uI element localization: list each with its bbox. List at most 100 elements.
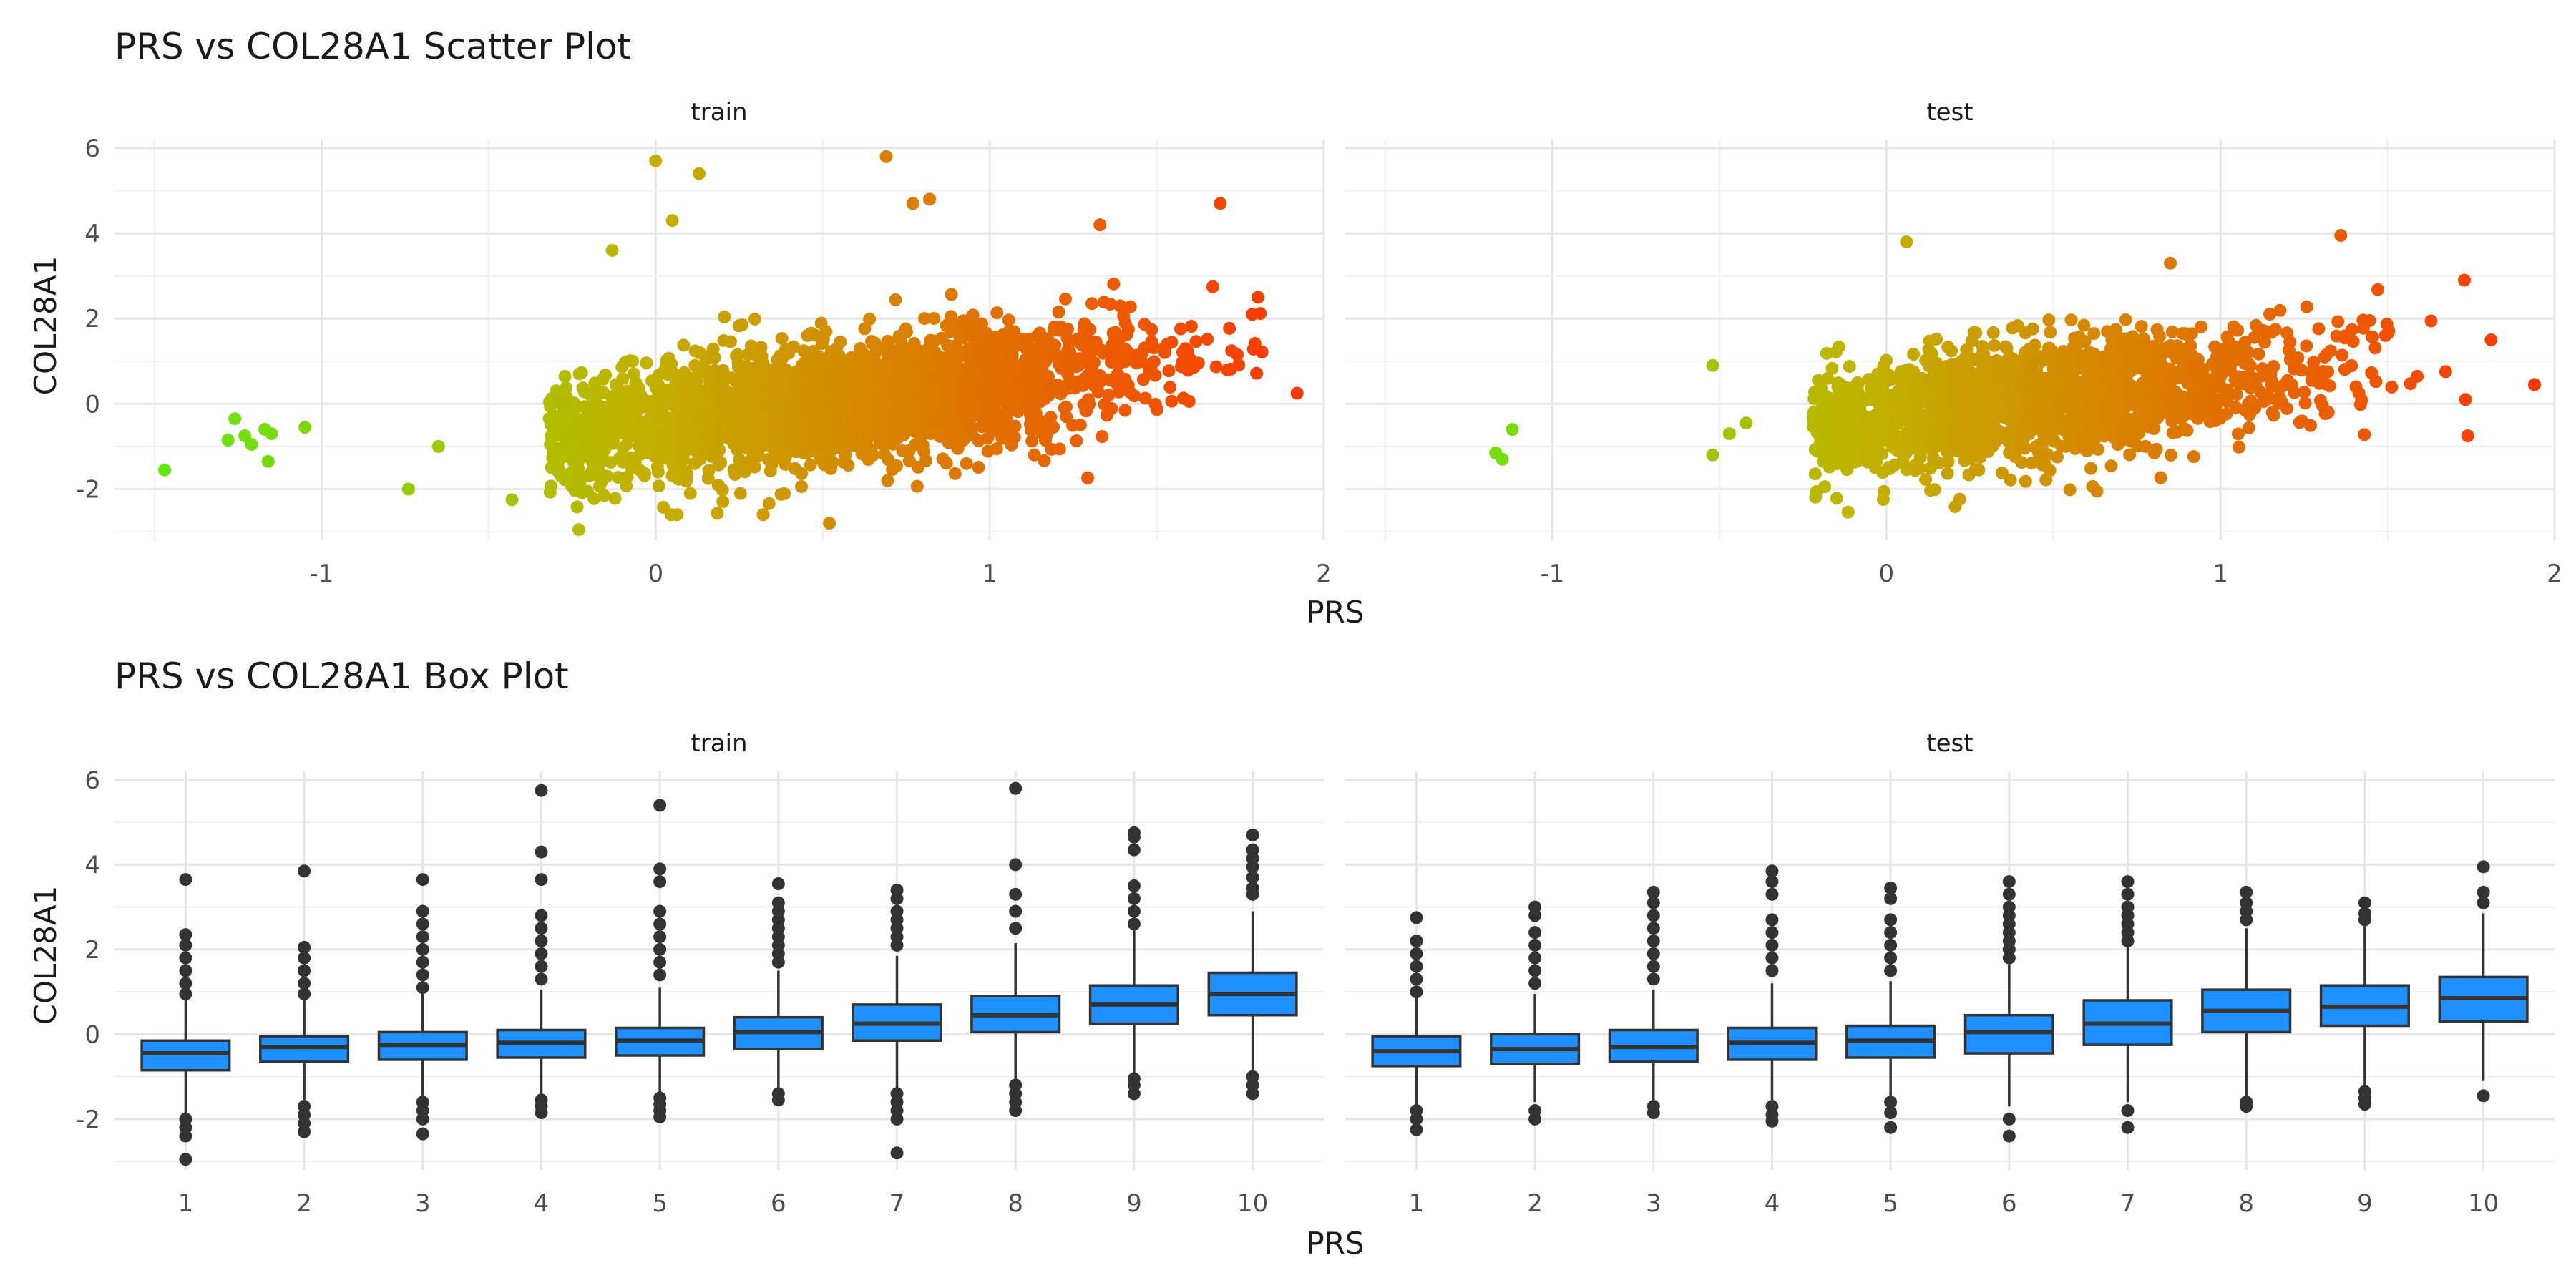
scatter-point (2067, 341, 2080, 354)
box-x-tick-label: 1 (1409, 1189, 1425, 1218)
box-x-tick-label: 8 (1008, 1189, 1023, 1218)
box-outlier (535, 784, 548, 797)
scatter-point (1003, 330, 1017, 343)
box-outlier (2002, 1129, 2016, 1143)
box-outlier (1246, 1087, 1259, 1101)
scatter-point (2063, 483, 2077, 497)
scatter-point (552, 416, 566, 430)
scatter-point (801, 328, 814, 342)
scatter-point (981, 414, 995, 427)
scatter-point (547, 444, 560, 457)
box-outlier (2121, 887, 2135, 901)
scatter-point (823, 517, 836, 530)
scatter-point (2298, 396, 2312, 410)
scatter-point (1884, 423, 1898, 436)
scatter-point (1043, 381, 1056, 395)
box-outlier (535, 947, 548, 960)
scatter-point (2358, 428, 2371, 441)
scatter-y-tick-label: 4 (84, 220, 100, 248)
box-outlier (2240, 1100, 2253, 1113)
scatter-point (894, 426, 907, 440)
scatter-point (742, 440, 756, 454)
scatter-point (1945, 344, 1958, 358)
box-outlier (1528, 926, 1542, 940)
scatter-point (852, 351, 866, 364)
scatter-point (858, 322, 872, 336)
scatter-point (970, 385, 984, 399)
box-outlier (179, 1153, 192, 1166)
scatter-point (960, 457, 973, 470)
scatter-point (1084, 366, 1098, 380)
scatter-point (2080, 444, 2094, 458)
scatter-point (1941, 455, 1955, 469)
scatter-point (770, 426, 784, 440)
box-outlier (653, 875, 667, 889)
scatter-point (2181, 376, 2195, 390)
scatter-point (764, 384, 778, 398)
scatter-point (1097, 296, 1111, 309)
scatter-point (677, 338, 691, 352)
scatter-point (2187, 356, 2200, 369)
box-outlier (771, 1093, 785, 1107)
scatter-point (1991, 369, 2005, 382)
scatter-point (631, 429, 645, 442)
scatter-point (2238, 336, 2252, 349)
scatter-point (972, 461, 985, 474)
scatter-point (710, 382, 723, 396)
scatter-point (1070, 434, 1083, 448)
scatter-point (2165, 414, 2179, 428)
scatter-point (1876, 493, 1890, 507)
scatter-point (2074, 389, 2087, 402)
scatter-point (2257, 324, 2270, 338)
box-outlier (1410, 911, 1423, 924)
box-outlier (653, 904, 667, 918)
box-x-tick-label: 2 (1527, 1189, 1543, 1218)
scatter-point (1922, 343, 1936, 356)
scatter-point (2170, 425, 2184, 439)
scatter-point (2104, 459, 2118, 473)
scatter-point (988, 331, 1002, 344)
scatter-point (2527, 378, 2541, 391)
scatter-point (1224, 362, 1238, 376)
scatter-point (941, 338, 955, 352)
scatter-point (1189, 335, 1203, 348)
scatter-point (1829, 346, 1843, 359)
scatter-point (2071, 400, 2084, 414)
scatter-point (2029, 418, 2043, 431)
scatter-point (2273, 303, 2287, 317)
scatter-y-axis-label: COL28A1 (28, 256, 63, 396)
scatter-point (2300, 339, 2313, 353)
scatter-point (629, 376, 643, 389)
scatter-point (1999, 340, 2013, 353)
box-x-tick-label: 7 (889, 1189, 905, 1218)
scatter-point (1825, 434, 1838, 448)
scatter-point (2300, 300, 2313, 313)
scatter-point (716, 397, 729, 411)
scatter-point (690, 384, 703, 397)
scatter-point (2232, 440, 2245, 454)
scatter-point (1096, 430, 1109, 444)
scatter-y-tick-label: 6 (84, 135, 100, 163)
scatter-point (2267, 359, 2280, 373)
box-outlier (1765, 887, 1779, 901)
box-outlier (1410, 972, 1423, 986)
scatter-x-tick-label: 1 (2212, 560, 2228, 588)
scatter-point (545, 461, 558, 474)
scatter-point (1969, 326, 1983, 340)
scatter-point (2271, 381, 2285, 394)
scatter-point (2288, 386, 2301, 399)
box-outlier (653, 917, 667, 931)
scatter-point (778, 386, 791, 400)
scatter-point (2346, 335, 2360, 348)
scatter-point (688, 358, 702, 372)
scatter-point (2019, 474, 2032, 488)
box-y-tick-label: 2 (84, 936, 100, 965)
scatter-point (930, 412, 943, 426)
scatter-point (1150, 403, 1163, 416)
scatter-point (558, 369, 572, 383)
scatter-point (1004, 344, 1018, 358)
scatter-point (1981, 356, 1995, 369)
scatter-point (1496, 452, 1509, 466)
scatter-point (1941, 467, 1954, 480)
scatter-point (941, 390, 955, 404)
